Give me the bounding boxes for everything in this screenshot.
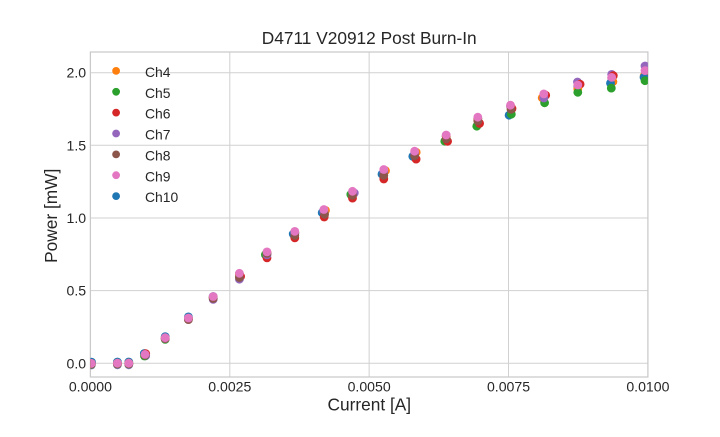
svg-text:0.5: 0.5 <box>67 283 87 299</box>
svg-text:Ch9: Ch9 <box>145 168 171 184</box>
svg-text:1.5: 1.5 <box>67 137 87 153</box>
svg-text:2.0: 2.0 <box>67 65 87 81</box>
svg-text:Ch10: Ch10 <box>145 189 178 205</box>
svg-text:Current [A]: Current [A] <box>328 395 412 415</box>
svg-text:D4711 V20912 Post Burn-In: D4711 V20912 Post Burn-In <box>262 28 477 48</box>
svg-text:Ch6: Ch6 <box>145 106 171 122</box>
svg-text:Ch8: Ch8 <box>145 147 171 163</box>
svg-text:1.0: 1.0 <box>67 210 87 226</box>
svg-text:Ch5: Ch5 <box>145 85 171 101</box>
svg-text:Ch4: Ch4 <box>145 64 171 80</box>
svg-text:Power [mW]: Power [mW] <box>41 169 61 263</box>
svg-text:0.0025: 0.0025 <box>208 379 251 395</box>
svg-text:0.0000: 0.0000 <box>69 379 112 395</box>
svg-text:0.0: 0.0 <box>67 355 87 371</box>
svg-text:0.0100: 0.0100 <box>626 379 669 395</box>
svg-text:0.0075: 0.0075 <box>487 379 530 395</box>
svg-text:Ch7: Ch7 <box>145 127 171 143</box>
svg-text:0.0050: 0.0050 <box>348 379 391 395</box>
